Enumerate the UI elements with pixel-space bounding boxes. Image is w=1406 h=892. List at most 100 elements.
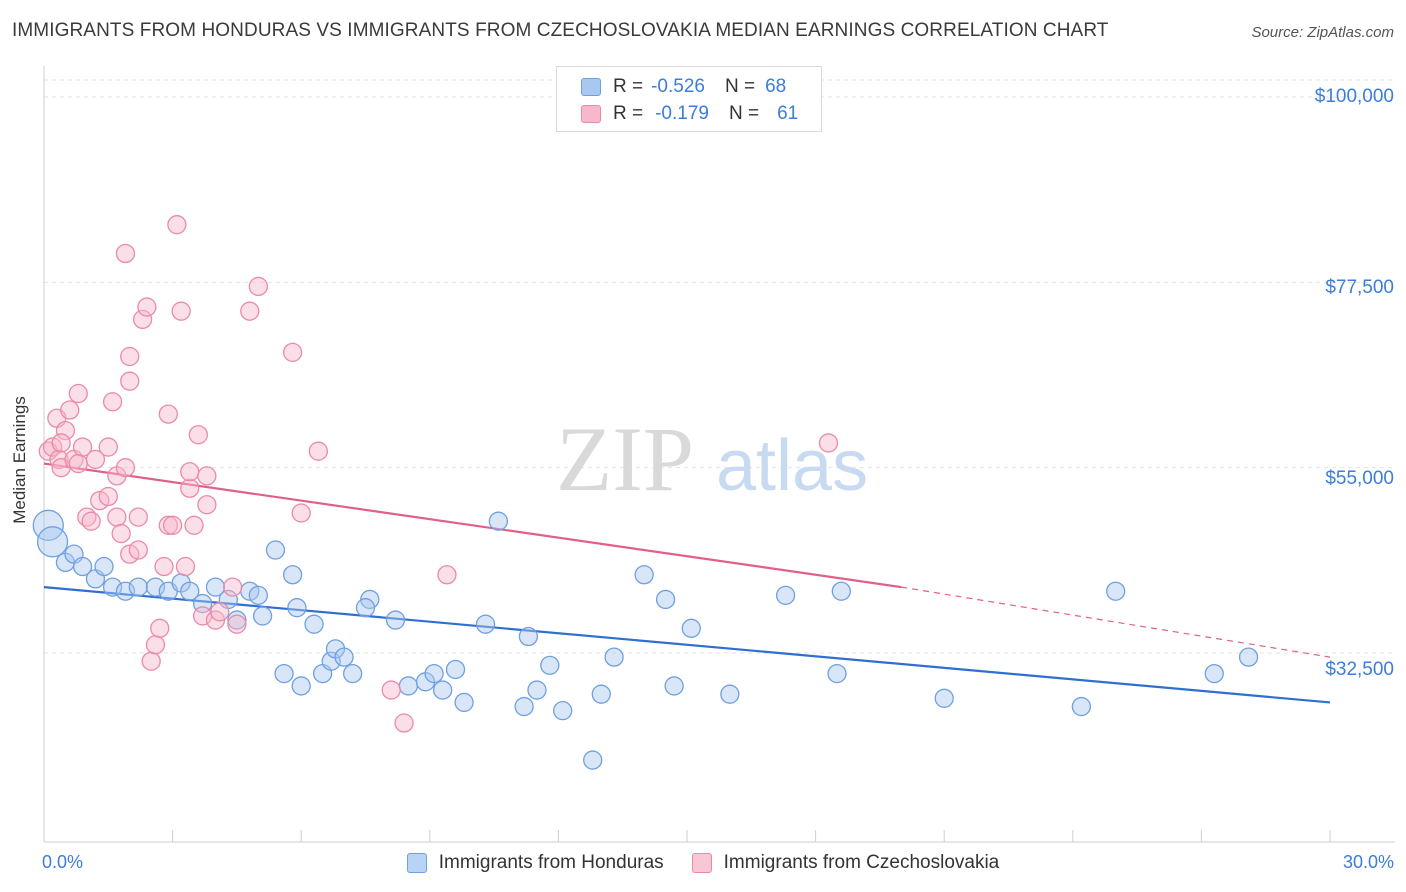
series-legend: Immigrants from Honduras Immigrants from… (0, 852, 1406, 874)
honduras-point (514, 696, 534, 717)
trend-line (43, 462, 902, 589)
czechoslovakia-point (197, 466, 217, 486)
czechoslovakia-point (308, 441, 328, 461)
czechoslovakia-point (184, 515, 204, 535)
czechoslovakia-point (85, 449, 106, 470)
legend-n-label: N = (724, 76, 756, 97)
honduras-point (342, 663, 363, 684)
honduras-point (291, 676, 311, 696)
honduras-point (252, 606, 273, 626)
czechoslovakia-point (98, 437, 118, 457)
czechoslovakia-point (222, 577, 243, 597)
czechoslovakia-point (158, 404, 178, 424)
honduras-point (227, 610, 247, 630)
czechoslovakia-point (107, 507, 127, 527)
honduras-point (205, 577, 226, 597)
y-tick-label: $100,000 (1314, 86, 1394, 107)
honduras-point (518, 626, 539, 647)
series-legend-label: Immigrants from Honduras (438, 852, 664, 873)
czechoslovakia-point (282, 342, 303, 362)
series-legend-swatch (691, 853, 712, 873)
czechoslovakia-point (145, 635, 166, 655)
czechoslovakia-point (128, 540, 148, 560)
czechoslovakia-point (68, 453, 88, 474)
source-note: Source: ZipAtlas.com (1251, 24, 1394, 41)
legend-n-label: N = (728, 103, 760, 124)
czechoslovakia-point (158, 515, 178, 535)
legend-row-honduras: R = -0.526 N = 68 (557, 73, 786, 101)
czechoslovakia-point (188, 425, 208, 445)
czechoslovakia-point (162, 515, 183, 535)
honduras-point (664, 676, 684, 696)
trend-lines (43, 462, 1331, 704)
honduras-point (385, 610, 406, 630)
czechoslovakia-point (60, 400, 80, 420)
czechoslovakia-point (68, 383, 88, 404)
czechoslovakia-point (137, 297, 157, 317)
czechoslovakia-point (240, 301, 260, 321)
czechoslovakia-point (171, 301, 191, 321)
czechoslovakia-point (120, 346, 140, 367)
czechoslovakia-point (150, 618, 170, 638)
czechoslovakia-point (115, 458, 136, 478)
axes (43, 66, 1395, 843)
czechoslovakia-point (248, 276, 268, 297)
legend-swatch-honduras (581, 78, 601, 96)
czechoslovakia-point (818, 433, 839, 453)
czechoslovakia-point (111, 523, 131, 544)
honduras-point (475, 614, 496, 634)
honduras-point (248, 585, 268, 605)
czechoslovakia-point (197, 495, 217, 515)
czechoslovakia-point (210, 602, 230, 622)
czechoslovakia-point (227, 614, 247, 634)
y-tick-label: $77,500 (1325, 277, 1394, 298)
legend-r-value: -0.179 (655, 103, 709, 124)
honduras-point (604, 647, 624, 667)
honduras-point (775, 585, 796, 605)
watermark-atlas: atlas (716, 426, 868, 506)
series-legend-label: Immigrants from Czechoslovakia (723, 852, 1000, 873)
czechoslovakia-point (98, 486, 118, 507)
y-tick-label: $55,000 (1325, 468, 1394, 489)
data-points (32, 215, 1259, 770)
honduras-point (398, 676, 419, 696)
honduras-point (72, 556, 93, 577)
czechoslovakia-point (81, 511, 101, 531)
honduras-point (287, 598, 307, 618)
honduras-point (1238, 647, 1259, 667)
chart-title: IMMIGRANTS FROM HONDURAS VS IMMIGRANTS F… (12, 20, 1109, 41)
czechoslovakia-point (55, 420, 76, 441)
honduras-point (634, 565, 654, 585)
honduras-point (553, 701, 573, 721)
czechoslovakia-point (381, 680, 401, 700)
y-tick-label: $32,500 (1325, 659, 1394, 680)
czechoslovakia-point (154, 556, 174, 577)
czechoslovakia-point (180, 462, 200, 482)
czechoslovakia-point (128, 507, 148, 527)
honduras-point (934, 688, 954, 708)
honduras-point (655, 589, 676, 610)
honduras-point (1106, 581, 1126, 601)
honduras-point (94, 556, 114, 577)
legend-r-label: R = (613, 76, 644, 97)
series-legend-swatch (406, 853, 427, 873)
legend-row-czechoslovakia: R = -0.179 N = 61 (557, 100, 798, 128)
honduras-point (1071, 696, 1092, 717)
czechoslovakia-point (180, 478, 200, 498)
series-legend-czechoslovakia[interactable]: Immigrants from Czechoslovakia (691, 852, 1000, 874)
honduras-point (265, 540, 286, 560)
honduras-point (355, 598, 376, 618)
honduras-point (128, 577, 148, 597)
honduras-point (540, 655, 560, 676)
honduras-point (424, 663, 444, 684)
gridlines (44, 79, 1395, 654)
series-legend-honduras[interactable]: Immigrants from Honduras (406, 852, 664, 874)
legend-swatch-czechoslovakia (581, 105, 601, 123)
honduras-point (488, 511, 509, 531)
czechoslovakia-point (394, 713, 414, 733)
czechoslovakia-point (102, 392, 123, 412)
legend-r-label: R = (613, 103, 644, 124)
correlation-legend: R = -0.526 N = 68 R = -0.179 N = 61 (556, 66, 822, 132)
honduras-point (282, 565, 303, 585)
